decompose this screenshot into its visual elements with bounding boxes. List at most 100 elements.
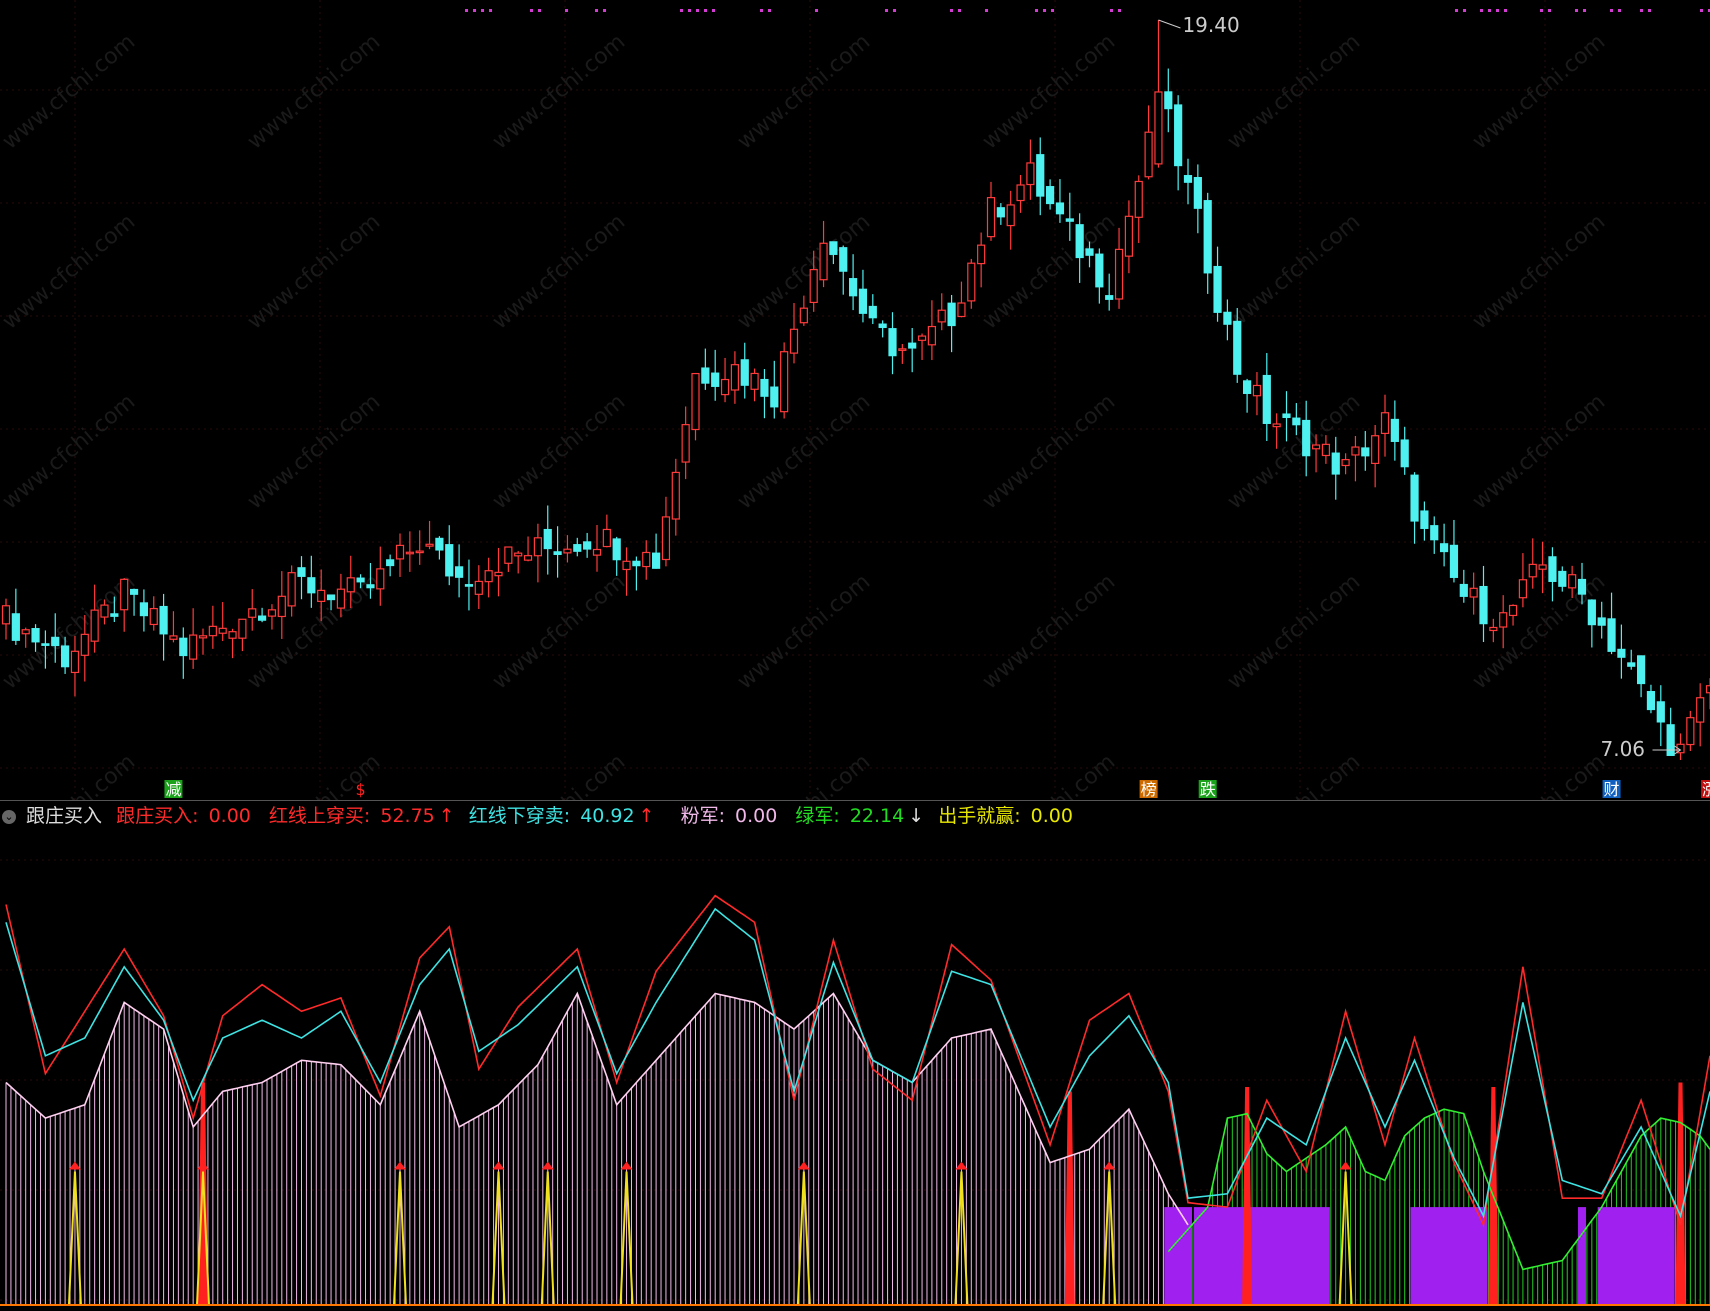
marker-dot <box>704 9 707 12</box>
candle-body <box>533 537 543 557</box>
legend-value: 40.92 <box>580 805 635 827</box>
candle-body <box>1558 570 1567 587</box>
candle-body <box>464 584 474 587</box>
marker-dot <box>712 9 715 12</box>
watermark-text: www.cfchi.com <box>733 569 875 694</box>
low-price-label: 7.06 <box>1601 737 1646 761</box>
marker-dot <box>473 9 476 12</box>
candle-body <box>90 609 99 642</box>
candle-body <box>602 528 611 548</box>
watermark-text: www.cfchi.com <box>0 749 140 800</box>
watermark-text: www.cfchi.com <box>0 29 140 154</box>
candle-body <box>149 607 158 626</box>
marker-dot <box>1488 9 1491 12</box>
candle-body <box>326 594 336 601</box>
marker-dot <box>1463 9 1466 12</box>
marker-dot <box>1700 9 1703 12</box>
candle-body <box>720 378 730 396</box>
candle-body <box>356 577 365 583</box>
candle-body <box>523 555 533 561</box>
marker-dot <box>465 9 468 12</box>
candle-body <box>1114 248 1124 300</box>
candle-body <box>1449 544 1459 578</box>
magenta-block <box>1193 1207 1330 1305</box>
candle-body <box>346 577 355 593</box>
indicator-chart[interactable] <box>0 800 1710 1311</box>
candle-body <box>553 551 562 555</box>
marker-dot <box>815 9 818 12</box>
candle-body <box>1390 418 1399 442</box>
candle-body <box>100 604 109 618</box>
candle-body <box>514 552 523 557</box>
buy-arrow-icon <box>620 1161 633 1170</box>
candle-body <box>1134 180 1143 218</box>
low-pointer <box>1652 745 1682 755</box>
collapse-icon[interactable]: ⌄ <box>2 809 16 824</box>
candle-body <box>415 550 424 554</box>
watermark-text: www.cfchi.com <box>978 569 1120 694</box>
candle-body <box>977 244 986 265</box>
candle-body <box>957 302 966 318</box>
candle-body <box>1705 685 1710 694</box>
buy-arrow-icon <box>1339 1161 1352 1170</box>
candle-body <box>277 595 286 618</box>
candlestick-chart[interactable]: www.cfchi.com www.cfchi.com www.cfchi.com w… <box>0 0 1710 800</box>
candle-body <box>632 560 641 567</box>
legend-value: 0.00 <box>208 805 251 827</box>
candle-body <box>1026 162 1035 186</box>
marker-dot <box>885 9 888 12</box>
candle-body <box>1174 104 1183 167</box>
candle-body <box>711 372 720 387</box>
candle-body <box>917 335 927 341</box>
candle-body <box>1696 697 1705 723</box>
watermark-text: www.cfchi.com <box>1468 569 1610 694</box>
watermark-text: www.cfchi.com <box>733 389 875 514</box>
candle-body <box>120 578 129 611</box>
legend-label: 粉军: <box>680 805 725 827</box>
legend-arrow-icon: ↓ <box>908 805 925 827</box>
buy-arrow-icon <box>541 1161 554 1170</box>
buy-arrow-icon <box>797 1161 810 1170</box>
candle-body <box>129 588 139 595</box>
candle-body <box>1439 543 1449 553</box>
marker-dot <box>958 9 961 12</box>
candle-body <box>1420 510 1429 529</box>
candle-body <box>612 538 621 561</box>
candle-body <box>1666 724 1675 756</box>
pink-line <box>5 991 1189 1226</box>
marker-dot <box>538 9 541 12</box>
candle-body <box>543 528 552 550</box>
candle-body <box>799 307 808 324</box>
candle-body <box>750 372 759 390</box>
event-tag-0: 减 <box>165 780 181 799</box>
marker-dot <box>893 9 896 12</box>
watermark-text: www.cfchi.com <box>243 29 385 154</box>
candle-body <box>198 635 208 639</box>
candle-body <box>770 386 779 408</box>
candle-body <box>287 572 296 607</box>
marker-dot <box>603 9 606 12</box>
candle-body <box>1568 574 1577 589</box>
candle-body <box>238 618 247 639</box>
yellow-signal <box>619 1171 634 1306</box>
marker-dot <box>1610 9 1613 12</box>
candle-body <box>760 378 769 397</box>
indicator-name[interactable]: 跟庄买入 <box>26 805 103 827</box>
legend-label: 红线下穿卖: <box>468 805 571 827</box>
candle-body <box>1311 444 1321 450</box>
candle-body <box>1233 320 1242 375</box>
watermark-text: www.cfchi.com <box>1223 749 1365 800</box>
watermark-text: www.cfchi.com <box>0 389 140 514</box>
marker-dot <box>1051 9 1054 12</box>
candle-body <box>1036 154 1045 197</box>
marker-dot <box>595 9 598 12</box>
candle-body <box>1508 604 1518 617</box>
candle-body <box>1144 131 1153 178</box>
legend-label: 红线上穿买: <box>268 805 371 827</box>
yellow-signal <box>491 1171 506 1306</box>
candle-body <box>789 328 799 354</box>
marker-dot <box>1035 9 1038 12</box>
candle-body <box>1055 202 1065 215</box>
buy-arrow-icon <box>955 1161 968 1170</box>
candle-body <box>878 323 887 329</box>
